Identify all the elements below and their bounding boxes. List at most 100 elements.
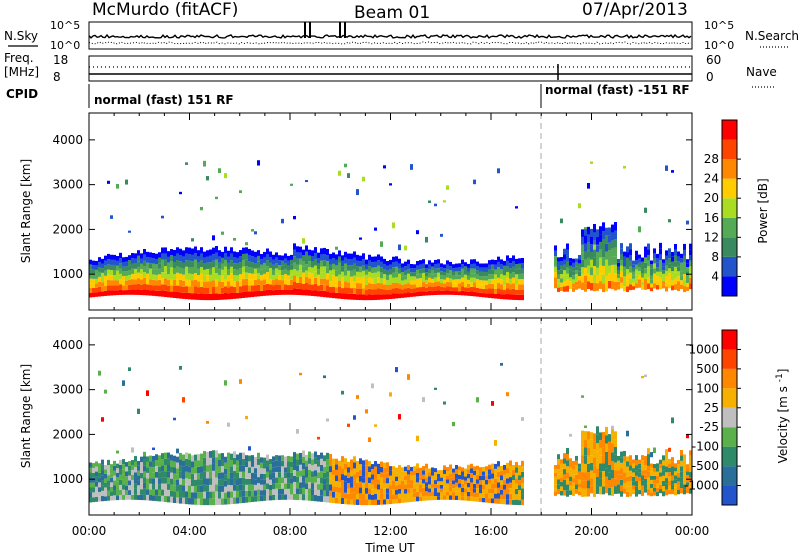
heatmap-cell <box>317 495 320 502</box>
heatmap-cell <box>452 476 455 481</box>
heatmap-cell <box>500 269 503 275</box>
heatmap-cell <box>359 481 362 488</box>
heatmap-cell <box>179 484 182 491</box>
heatmap-cell <box>218 459 221 467</box>
heatmap-cell <box>581 236 584 245</box>
heatmap-cell <box>617 488 620 494</box>
heatmap-cell <box>224 292 227 300</box>
heatmap-cell <box>377 265 380 272</box>
heatmap-cell <box>440 470 443 474</box>
heatmap-cell <box>677 261 680 267</box>
heatmap-cell <box>188 279 191 287</box>
heatmap-cell <box>500 475 503 481</box>
heatmap-cell <box>290 289 293 295</box>
heatmap-cell <box>212 273 215 281</box>
heatmap-cell <box>506 277 509 283</box>
heatmap-cell <box>209 268 212 275</box>
heatmap-cell <box>335 276 338 282</box>
colorbar-tick-label: 28 <box>704 152 719 166</box>
heatmap-cell <box>116 265 119 271</box>
heatmap-cell <box>137 408 140 414</box>
heatmap-cell <box>632 260 635 265</box>
heatmap-cell <box>104 285 107 291</box>
heatmap-cell <box>341 492 344 499</box>
heatmap-cell <box>149 478 152 484</box>
heatmap-cell <box>293 243 296 250</box>
heatmap-cell <box>236 275 239 282</box>
heatmap-cell <box>491 288 494 294</box>
heatmap-cell <box>389 259 392 265</box>
heatmap-cell <box>689 488 692 494</box>
heatmap-cell <box>644 251 647 258</box>
heatmap-cell <box>128 475 131 481</box>
heatmap-cell <box>98 271 101 277</box>
heatmap-cell <box>134 253 137 259</box>
heatmap-cell <box>128 465 131 471</box>
heatmap-cell <box>587 472 590 481</box>
heatmap-cell <box>308 284 311 290</box>
heatmap-cell <box>290 461 293 468</box>
heatmap-cell <box>203 263 206 270</box>
heatmap-cell <box>332 281 335 287</box>
heatmap-cell <box>89 487 92 493</box>
heatmap-cell <box>419 278 422 283</box>
heatmap-cell <box>245 266 248 273</box>
heatmap-cell <box>197 485 200 493</box>
heatmap-cell <box>188 485 191 492</box>
heatmap-cell <box>581 274 584 283</box>
heatmap-cell <box>611 240 614 249</box>
heatmap-cell <box>680 280 683 285</box>
heatmap-cell <box>554 272 557 278</box>
heatmap-cell <box>350 470 353 477</box>
heatmap-cell <box>233 287 236 293</box>
heatmap-cell <box>365 470 368 477</box>
heatmap-cell <box>239 496 242 504</box>
heatmap-cell <box>422 470 425 475</box>
heatmap-cell <box>611 460 614 470</box>
heatmap-cell <box>503 469 506 475</box>
heatmap-cell <box>482 293 485 298</box>
heatmap-cell <box>170 484 173 491</box>
heatmap-cell <box>521 258 524 264</box>
heatmap-cell <box>176 448 179 454</box>
heatmap-cell <box>344 463 347 470</box>
heatmap-cell <box>584 283 587 292</box>
heatmap-cell <box>335 492 338 498</box>
heatmap-cell <box>518 480 521 486</box>
heatmap-cell <box>98 370 101 376</box>
heatmap-cell <box>95 461 98 467</box>
heatmap-cell <box>137 272 140 279</box>
heatmap-cell <box>260 495 263 502</box>
heatmap-cell <box>323 284 326 292</box>
heatmap-cell <box>659 476 662 481</box>
heatmap-cell <box>644 279 647 285</box>
heatmap-cell <box>305 454 308 461</box>
heatmap-cell <box>356 488 359 494</box>
heatmap-cell <box>164 278 167 285</box>
heatmap-cell <box>338 286 341 293</box>
heatmap-cell <box>605 451 608 461</box>
heatmap-cell <box>233 237 236 241</box>
heatmap-cell <box>599 478 602 487</box>
heatmap-cell <box>521 284 524 290</box>
heatmap-cell <box>209 451 212 458</box>
heatmap-cell <box>467 469 470 474</box>
heatmap-cell <box>95 260 98 266</box>
heatmap-cell <box>167 496 170 503</box>
heatmap-cell <box>395 282 398 288</box>
heatmap-cell <box>620 265 623 272</box>
heatmap-cell <box>302 494 305 501</box>
heatmap-cell <box>488 283 491 289</box>
heatmap-cell <box>128 279 131 285</box>
heatmap-cell <box>116 256 119 261</box>
heatmap-cell <box>314 259 317 266</box>
heatmap-cell <box>563 280 566 287</box>
heatmap-cell <box>98 477 101 483</box>
heatmap-cell <box>224 246 227 254</box>
heatmap-cell <box>407 278 410 284</box>
heatmap-cell <box>131 489 134 495</box>
heatmap-cell <box>167 291 170 298</box>
heatmap-cell <box>521 471 524 478</box>
heatmap-cell <box>464 492 467 497</box>
heatmap-cell <box>230 466 233 473</box>
